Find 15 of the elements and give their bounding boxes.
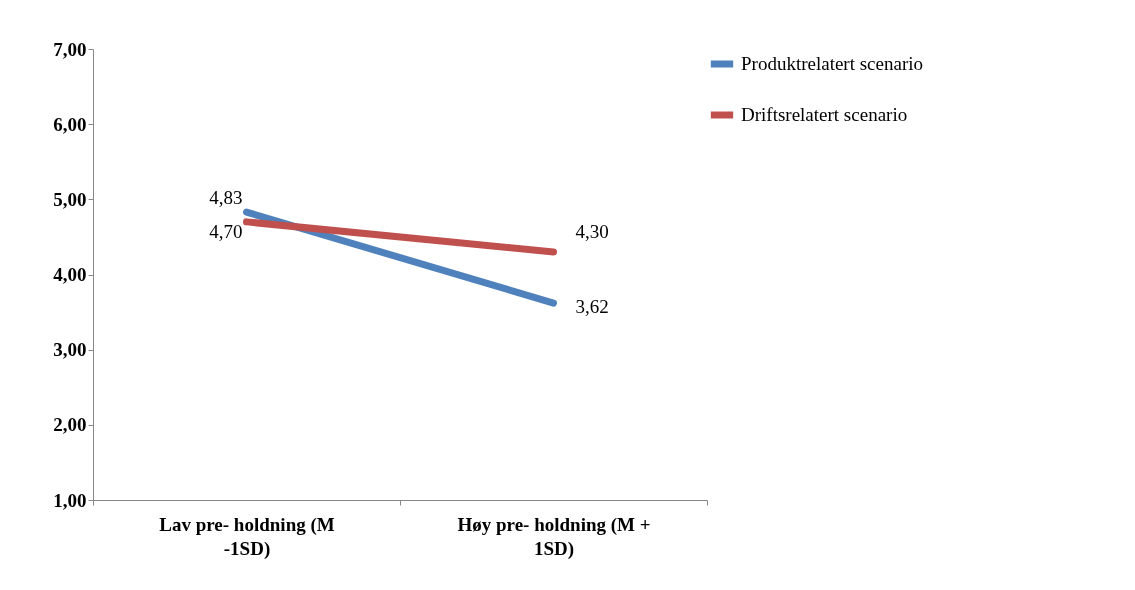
x-tick-label: Høy pre- holdning (M + 1SD) bbox=[457, 513, 651, 560]
y-tick-label: 7,00 bbox=[53, 38, 87, 60]
x-tick-label: Lav pre- holdning (M -1SD) bbox=[159, 513, 335, 560]
y-tick-label: 6,00 bbox=[53, 113, 87, 135]
y-tick-label: 5,00 bbox=[53, 188, 87, 210]
data-label: 3,62 bbox=[575, 296, 609, 318]
y-tick-label: 3,00 bbox=[53, 339, 87, 361]
data-label: 4,70 bbox=[209, 220, 243, 242]
y-tick-label: 4,00 bbox=[53, 264, 87, 285]
y-tick-label: 2,00 bbox=[53, 414, 87, 436]
y-tick-label: 1,00 bbox=[53, 489, 87, 511]
data-label: 4,83 bbox=[209, 187, 243, 209]
data-label: 4,30 bbox=[575, 220, 609, 242]
legend-label: Driftsrelatert scenario bbox=[741, 104, 908, 125]
legend-label: Produktrelatert scenario bbox=[741, 53, 924, 74]
